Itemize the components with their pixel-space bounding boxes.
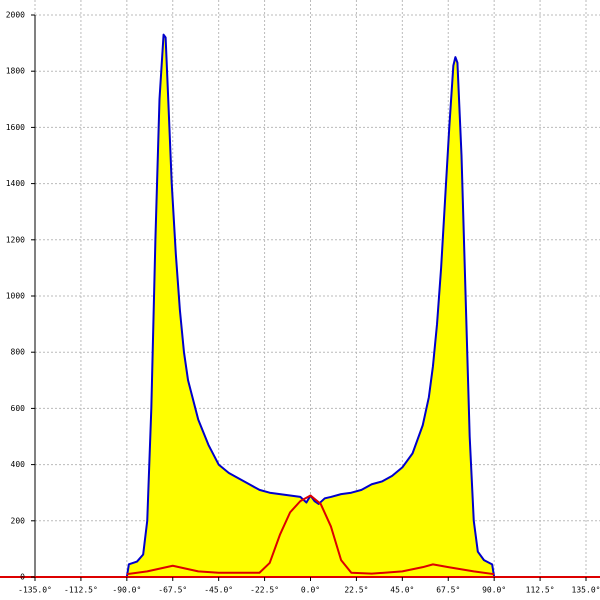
- y-tick-label: 2000: [6, 11, 25, 20]
- y-tick-label: 1000: [6, 292, 25, 301]
- tick-labels: 0 200 400 600 800 1000 1200 1400 1600 1800 2000 -13…: [6, 11, 600, 595]
- x-tick-label: -45.0°: [204, 586, 233, 595]
- x-tick-label: -135.0°: [18, 586, 52, 595]
- x-tick-label: 135.0°: [572, 586, 600, 595]
- y-tick-label: 1600: [6, 123, 25, 132]
- x-tick-label: 0.0°: [301, 586, 320, 595]
- x-tick-label: 22.5°: [344, 586, 368, 595]
- y-tick-label: 0: [20, 573, 25, 582]
- y-tick-label: 200: [11, 516, 26, 525]
- x-tick-label: -22.5°: [250, 586, 279, 595]
- area: [125, 33, 496, 578]
- x-tick-label: -90.0°: [112, 586, 141, 595]
- x-tick-label: 90.0°: [482, 586, 506, 595]
- y-tick-label: 400: [11, 460, 26, 469]
- line: [126, 494, 495, 576]
- plot: [125, 33, 496, 578]
- x-tick-label: 67.5°: [436, 586, 460, 595]
- y-tick-label: 800: [11, 348, 26, 357]
- x-tick-label: 112.5°: [526, 586, 555, 595]
- y-tick-label: 600: [11, 404, 26, 413]
- y-tick-label: 1800: [6, 67, 25, 76]
- x-tick-label: -112.5°: [64, 586, 98, 595]
- x-tick-label: 45.0°: [390, 586, 414, 595]
- y-tick-label: 1400: [6, 179, 25, 188]
- y-tick-label: 1200: [6, 235, 25, 244]
- x-tick-label: -67.5°: [158, 586, 187, 595]
